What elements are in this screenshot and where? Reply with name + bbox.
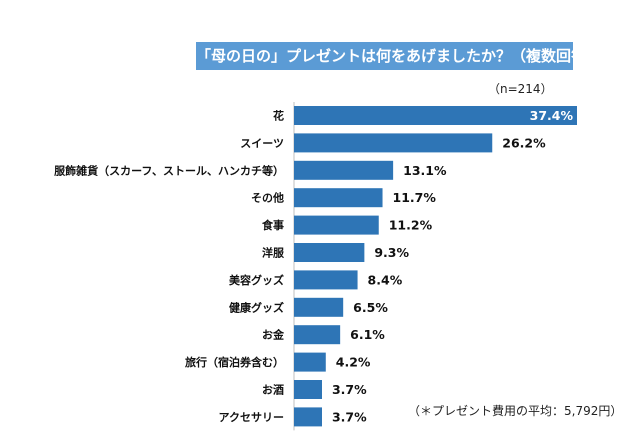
bar-1 — [294, 133, 493, 153]
category-label-9: 旅行（宿泊券含む） — [185, 355, 284, 369]
category-label-10: お酒 — [262, 384, 284, 397]
bar-10 — [294, 380, 322, 399]
category-label-1: スイーツ — [240, 137, 284, 150]
value-label-2: 13.1% — [403, 163, 447, 178]
bar-7 — [294, 297, 344, 317]
bar-5 — [294, 243, 365, 262]
sample-size-label: （n=214） — [488, 82, 553, 96]
bar-0 — [294, 106, 577, 125]
category-label-3: その他 — [251, 191, 284, 205]
value-label-0: 37.4% — [530, 108, 574, 123]
value-label-8: 6.1% — [350, 327, 385, 342]
category-label-7: 健康グッズ — [229, 300, 284, 314]
category-label-4: 食事 — [262, 218, 284, 232]
bar-9 — [294, 352, 326, 372]
category-label-6: 美容グッズ — [229, 273, 284, 287]
category-label-8: お金 — [262, 328, 285, 342]
value-label-10: 3.7% — [332, 382, 367, 397]
bar-11 — [294, 407, 322, 427]
footnote: （＊プレゼント費用の平均：5,792円） — [408, 404, 623, 418]
category-label-2: 服飾雑貨（スカーフ、ストール、ハンカチ等） — [54, 163, 284, 177]
category-label-5: 洋服 — [262, 246, 285, 260]
category-label-0: 花 — [273, 109, 284, 123]
value-label-6: 8.4% — [368, 272, 403, 287]
chart-title: 「母の日の」プレゼントは何をあげましたか？（複数回答) — [196, 42, 593, 70]
bar-6 — [294, 270, 358, 290]
value-label-11: 3.7% — [332, 409, 367, 424]
value-label-4: 11.2% — [389, 218, 433, 233]
bar-4 — [294, 215, 379, 235]
value-label-7: 6.5% — [353, 300, 388, 315]
bar-3 — [294, 188, 383, 208]
value-label-3: 11.7% — [393, 190, 437, 205]
bar-2 — [294, 160, 394, 180]
bar-8 — [294, 325, 341, 345]
category-label-11: アクセサリー — [219, 411, 284, 424]
value-label-5: 9.3% — [374, 245, 409, 260]
value-label-9: 4.2% — [336, 355, 371, 370]
value-label-1: 26.2% — [502, 135, 546, 150]
